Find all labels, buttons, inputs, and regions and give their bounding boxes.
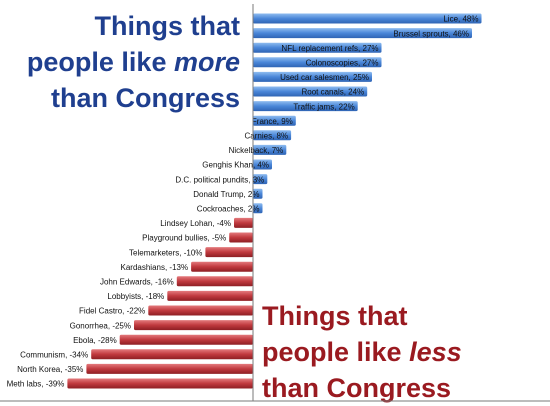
bar-communism bbox=[91, 349, 253, 360]
bar-label: Lindsey Lohan, -4% bbox=[160, 219, 231, 228]
title-less-line2: people like less bbox=[262, 334, 462, 370]
bar-gonorrhea bbox=[134, 320, 253, 331]
bar-label: Colonoscopies, 27% bbox=[306, 59, 379, 68]
bar-telemarketers bbox=[205, 247, 253, 258]
bar-genghis-khan bbox=[253, 159, 272, 170]
bar-label: D.C. political pundits, 3% bbox=[175, 175, 264, 184]
bar-label: Carnies, 8% bbox=[245, 132, 289, 141]
bar-label: Lice, 48% bbox=[443, 15, 478, 24]
bar-d-c-political-pundits bbox=[253, 174, 268, 185]
title-less-line3: than Congress bbox=[262, 373, 452, 403]
bar-colonoscopies bbox=[253, 57, 382, 68]
bar-kardashians bbox=[191, 261, 253, 272]
bar-label: Telemarketers, -10% bbox=[129, 248, 202, 257]
bar-lobbyists bbox=[167, 290, 253, 301]
bar-north-korea bbox=[86, 363, 254, 374]
title-more-prefix: people like bbox=[26, 47, 174, 77]
title-more-line2: people like more bbox=[27, 44, 240, 80]
bar-donald-trump bbox=[253, 188, 263, 199]
bar-label: Root canals, 24% bbox=[301, 88, 364, 97]
title-less: Things that people like less than Congre… bbox=[262, 298, 462, 406]
bar-label: NFL replacement refs, 27% bbox=[281, 44, 378, 53]
title-more-emphasis: more bbox=[173, 47, 240, 77]
bar-label: Brussel sprouts, 46% bbox=[393, 29, 469, 38]
bar-brussel-sprouts bbox=[253, 28, 472, 39]
bar-label: John Edwards, -16% bbox=[100, 278, 174, 287]
bar-lindsey-lohan bbox=[234, 217, 253, 228]
title-less-line1: Things that bbox=[262, 301, 408, 331]
bar-label: Lobbyists, -18% bbox=[107, 292, 164, 301]
title-more: Things that people like more than Congre… bbox=[27, 8, 240, 116]
bar-france bbox=[253, 115, 296, 126]
bar-label: Fidel Castro, -22% bbox=[79, 307, 145, 316]
bar-fidel-castro bbox=[148, 305, 253, 316]
bar-label: Ebola, -28% bbox=[73, 336, 117, 345]
title-less-prefix: people like bbox=[262, 337, 410, 367]
bar-ebola bbox=[119, 334, 253, 345]
bar-carnies bbox=[253, 130, 292, 141]
bar-nickelback bbox=[253, 144, 287, 155]
bar-label: Donald Trump, 2% bbox=[193, 190, 259, 199]
bar-label: Used car salesmen, 25% bbox=[280, 73, 369, 82]
bar-meth-labs bbox=[67, 378, 254, 389]
title-more-line3: than Congress bbox=[50, 83, 240, 113]
bar-label: North Korea, -35% bbox=[17, 365, 83, 374]
bar-label: Nickelback, 7% bbox=[229, 146, 284, 155]
bar-label: Genghis Khan, 4% bbox=[202, 161, 269, 170]
bar-label: Playground bullies, -5% bbox=[142, 234, 226, 243]
bar-cockroaches bbox=[253, 203, 263, 214]
bar-label: Meth labs, -39% bbox=[7, 380, 65, 389]
bar-label: Gonorrhea, -25% bbox=[70, 321, 131, 330]
bar-nfl-replacement-refs bbox=[253, 42, 382, 53]
bar-lice bbox=[253, 13, 482, 24]
bar-john-edwards bbox=[176, 276, 253, 287]
bar-playground-bullies bbox=[229, 232, 253, 243]
bar-label: Traffic jams, 22% bbox=[293, 102, 354, 111]
title-more-line1: Things that bbox=[94, 11, 240, 41]
bar-root-canals bbox=[253, 86, 368, 97]
bar-label: Communism, -34% bbox=[20, 351, 88, 360]
title-less-emphasis: less bbox=[409, 337, 462, 367]
bar-label: Cockroaches, 2% bbox=[197, 205, 260, 214]
bar-used-car-salesmen bbox=[253, 71, 372, 82]
bar-traffic-jams bbox=[253, 101, 358, 112]
bar-label: France, 9% bbox=[252, 117, 293, 126]
bar-label: Kardashians, -13% bbox=[121, 263, 189, 272]
